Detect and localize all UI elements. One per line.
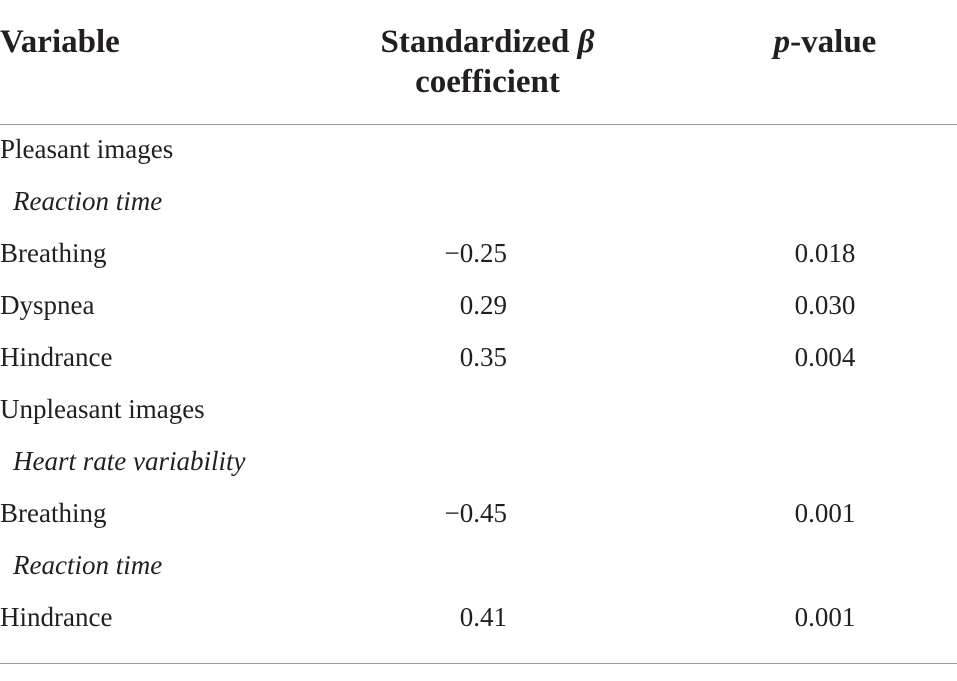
table-row-subgroup-reaction-time: Reaction time bbox=[0, 175, 957, 227]
row-p-value: 0.018 bbox=[794, 238, 856, 268]
row-label: Hindrance bbox=[0, 602, 113, 632]
header-p-italic: p bbox=[773, 24, 791, 60]
row-label: Reaction time bbox=[13, 186, 163, 216]
table-row: Hindrance 0.41 0.001 bbox=[0, 591, 957, 643]
table-row-subgroup-heart-rate-variability: Heart rate variability bbox=[0, 435, 957, 487]
table-row: Dyspnea 0.29 0.030 bbox=[0, 279, 957, 331]
row-p-value: 0.004 bbox=[794, 342, 856, 372]
header-beta-text: Standardized bbox=[380, 24, 578, 60]
row-label: Pleasant images bbox=[0, 134, 174, 164]
row-label: Hindrance bbox=[0, 342, 113, 372]
bottom-rule bbox=[0, 663, 957, 664]
row-beta: 0.29 bbox=[459, 290, 507, 320]
row-p-value: 0.001 bbox=[794, 602, 856, 632]
header-coefficient-text: coefficient bbox=[415, 64, 560, 100]
header-beta-symbol: β bbox=[577, 24, 595, 60]
row-label: Breathing bbox=[0, 498, 107, 528]
row-label: Unpleasant images bbox=[0, 394, 205, 424]
row-label: Dyspnea bbox=[0, 290, 95, 320]
row-label: Heart rate variability bbox=[13, 446, 246, 476]
row-label: Breathing bbox=[0, 238, 107, 268]
header-p-value: p-value bbox=[710, 22, 940, 62]
table-row-group-pleasant: Pleasant images bbox=[0, 123, 957, 175]
table-row-subgroup-reaction-time: Reaction time bbox=[0, 539, 957, 591]
header-standardized-beta: Standardized β coefficient bbox=[300, 22, 675, 102]
table-row: Breathing −0.45 0.001 bbox=[0, 487, 957, 539]
header-p-rest: -value bbox=[790, 24, 877, 60]
table-row: Hindrance 0.35 0.004 bbox=[0, 331, 957, 383]
header-variable: Variable bbox=[0, 24, 120, 60]
row-beta: −0.25 bbox=[444, 238, 507, 268]
row-beta: 0.41 bbox=[459, 602, 507, 632]
row-p-value: 0.001 bbox=[794, 498, 856, 528]
table-row: Breathing −0.25 0.018 bbox=[0, 227, 957, 279]
table-row-group-unpleasant: Unpleasant images bbox=[0, 383, 957, 435]
row-label: Reaction time bbox=[13, 550, 163, 580]
row-beta: −0.45 bbox=[444, 498, 507, 528]
header-rule bbox=[0, 124, 957, 125]
row-p-value: 0.030 bbox=[794, 290, 856, 320]
row-beta: 0.35 bbox=[459, 342, 507, 372]
